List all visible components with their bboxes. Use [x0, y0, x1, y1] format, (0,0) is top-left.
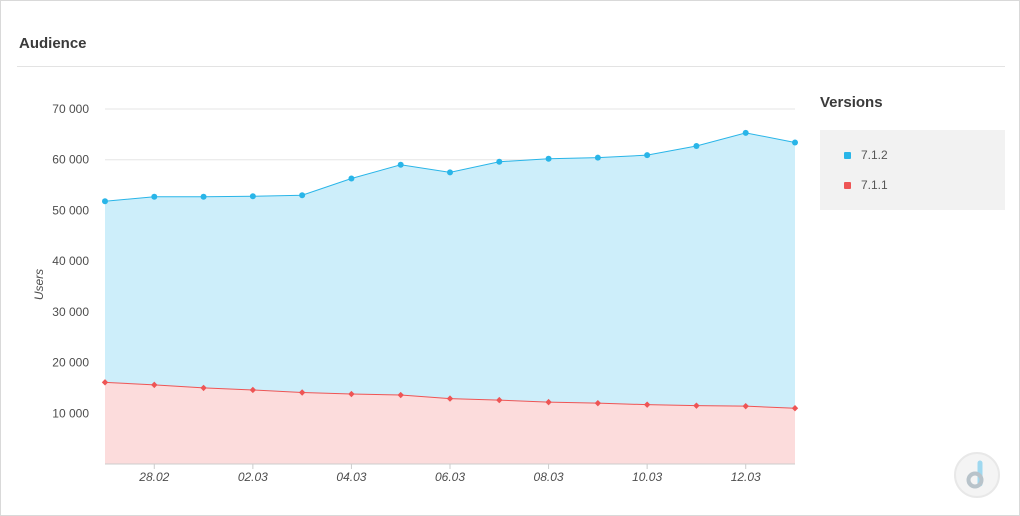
data-point-711 [446, 395, 454, 402]
data-point-712 [742, 129, 749, 136]
data-point-712 [644, 152, 651, 159]
y-tick-label: 50 000 [52, 203, 89, 217]
data-point-712 [102, 198, 108, 205]
x-tick-label: 12.03 [731, 470, 761, 484]
data-point-711 [397, 391, 404, 399]
chart-axes: 10 000 20 000 30 000 40 000 50 000 60 000 70 0… [32, 102, 795, 484]
x-tick-label: 04.03 [336, 470, 366, 484]
y-tick-label: 60 000 [52, 153, 89, 167]
legend-item-711[interactable]: 7.1.1 [844, 177, 888, 193]
data-point-712 [299, 192, 306, 199]
data-point-712 [151, 193, 158, 200]
data-point-711 [496, 396, 503, 404]
data-point-711 [791, 405, 799, 412]
data-point-711 [643, 401, 651, 408]
y-tick-label: 70 000 [52, 102, 89, 116]
area-712 [105, 132, 795, 465]
data-point-711 [742, 402, 749, 410]
x-tick-label: 10.03 [632, 470, 662, 484]
panel-title: Audience [19, 35, 87, 52]
legend-label-712: 7.1.2 [861, 148, 888, 162]
legend-item-712[interactable]: 7.1.2 [844, 147, 888, 163]
x-tick-label: 02.03 [238, 470, 268, 484]
x-tick-label: 28.02 [138, 470, 169, 484]
data-point-712 [397, 161, 404, 168]
y-tick-label: 30 000 [52, 305, 89, 319]
data-point-711 [200, 384, 207, 392]
data-point-711 [348, 390, 355, 398]
data-point-712 [792, 139, 798, 146]
chart-areas [105, 132, 795, 465]
x-tick-label: 08.03 [534, 470, 564, 484]
data-point-712 [200, 193, 207, 200]
data-point-712 [496, 158, 503, 165]
y-tick-label: 20 000 [52, 356, 89, 370]
legend-swatch-711 [844, 181, 851, 189]
data-point-712 [447, 169, 453, 176]
legend-label-711: 7.1.1 [861, 178, 888, 192]
data-point-711 [298, 389, 306, 396]
data-point-712 [249, 193, 256, 200]
data-point-711 [249, 386, 257, 394]
legend-swatch-712 [844, 151, 851, 159]
x-tick-label: 06.03 [435, 470, 465, 484]
data-point-712 [594, 154, 601, 161]
data-point-711 [594, 399, 602, 407]
devtodev-logo-icon [954, 452, 1000, 498]
data-point-712 [545, 155, 552, 162]
y-tick-label: 40 000 [52, 254, 89, 268]
data-point-712 [693, 143, 700, 150]
data-point-712 [348, 175, 355, 182]
legend-title: Versions [820, 94, 883, 111]
y-tick-label: 10 000 [52, 406, 89, 420]
data-point-711 [693, 402, 700, 409]
chart-points [101, 129, 799, 412]
data-point-711 [545, 398, 552, 406]
data-point-711 [101, 379, 109, 386]
title-divider [17, 66, 1005, 67]
area-711 [105, 382, 795, 464]
data-point-711 [151, 381, 158, 389]
legend: 7.1.2 7.1.1 [820, 130, 1005, 210]
y-axis-label: Users [32, 269, 46, 300]
